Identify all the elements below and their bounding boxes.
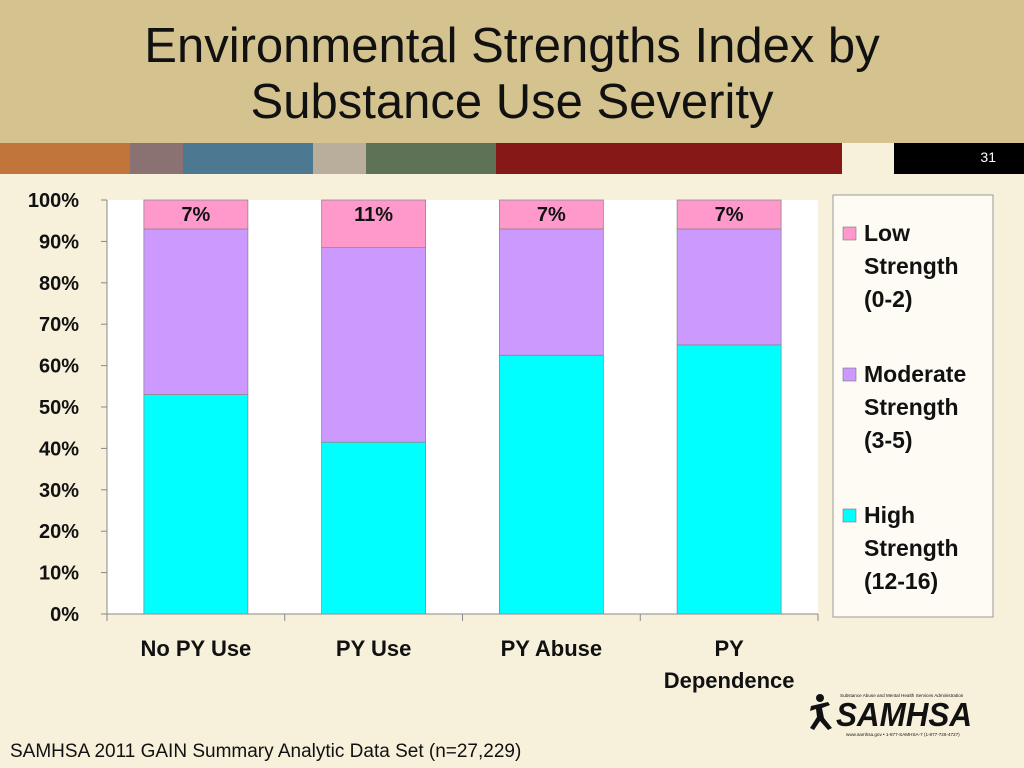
y-tick-label: 60%	[39, 356, 79, 378]
samhsa-logo: Substance Abuse and Mental Health Servic…	[810, 693, 972, 737]
x-category-label: Dependence	[664, 668, 795, 693]
logo-wordmark: SAMHSA	[836, 696, 972, 733]
logo-contact: www.samhsa.gov • 1-877-SAMHSA-7 (1-877-7…	[846, 732, 960, 737]
legend-label: Strength	[864, 535, 959, 561]
y-tick-label: 30%	[39, 480, 79, 502]
y-tick-label: 50%	[39, 397, 79, 419]
y-tick-label: 10%	[39, 563, 79, 585]
bar-segment	[676, 228, 782, 346]
y-tick-label: 90%	[39, 231, 79, 253]
data-label: 7%	[537, 204, 566, 226]
legend-label: Moderate	[864, 361, 966, 387]
stacked-bar-chart: 0% 10% 20% 30% 40% 50% 60% 70% 80% 90% 100% 7% No PY…	[28, 190, 994, 693]
data-label: 11%	[354, 204, 393, 226]
bar-segment	[321, 441, 427, 615]
logo-subtext: Substance Abuse and Mental Health Servic…	[840, 693, 964, 698]
accent-stripe-1	[0, 143, 130, 174]
bar-segment	[676, 199, 782, 230]
x-category-label: No PY Use	[140, 636, 251, 661]
legend-swatch	[842, 226, 857, 241]
legend-label: Strength	[864, 253, 959, 279]
accent-stripe-4	[313, 143, 366, 174]
legend-label: Low	[864, 220, 910, 246]
y-tick-label: 20%	[39, 521, 79, 543]
legend-label: High	[864, 502, 915, 528]
y-tick-label: 0%	[50, 604, 79, 626]
bar-segment	[498, 228, 604, 356]
legend-label: (3-5)	[864, 427, 913, 453]
slide-title: Environmental Strengths Index by Substan…	[144, 19, 880, 129]
y-tick-label: 70%	[39, 314, 79, 336]
title-bar: Environmental Strengths Index by Substan…	[0, 0, 1024, 143]
bar-segment	[676, 344, 782, 615]
data-label: 7%	[715, 204, 744, 226]
legend-label: (0-2)	[864, 286, 913, 312]
bar-segment	[321, 199, 427, 249]
y-tick-label: 40%	[39, 438, 79, 460]
bar-segment	[498, 199, 604, 230]
legend-box	[832, 194, 994, 618]
y-tick-label: 100%	[28, 190, 79, 212]
bar-segment	[498, 354, 604, 615]
y-tick-label: 80%	[39, 273, 79, 295]
legend-swatch	[842, 508, 857, 523]
source-footnote: SAMHSA 2011 GAIN Summary Analytic Data S…	[10, 741, 522, 762]
accent-stripe-6	[496, 143, 842, 174]
data-label: 7%	[181, 204, 210, 226]
x-category-label: PY Use	[336, 636, 411, 661]
legend-swatch	[842, 367, 857, 382]
accent-stripe-3	[183, 143, 313, 174]
bar-segment	[143, 394, 249, 615]
x-category-label: PY	[714, 636, 744, 661]
slide-number: 31	[894, 143, 1024, 174]
legend-label: (12-16)	[864, 568, 938, 594]
x-category-label: PY Abuse	[501, 636, 602, 661]
bar-segment	[143, 228, 249, 395]
accent-stripe-2	[130, 143, 183, 174]
accent-stripe-5	[366, 143, 496, 174]
bar-segment	[321, 247, 427, 443]
legend-label: Strength	[864, 394, 959, 420]
bar-segment	[143, 199, 249, 230]
